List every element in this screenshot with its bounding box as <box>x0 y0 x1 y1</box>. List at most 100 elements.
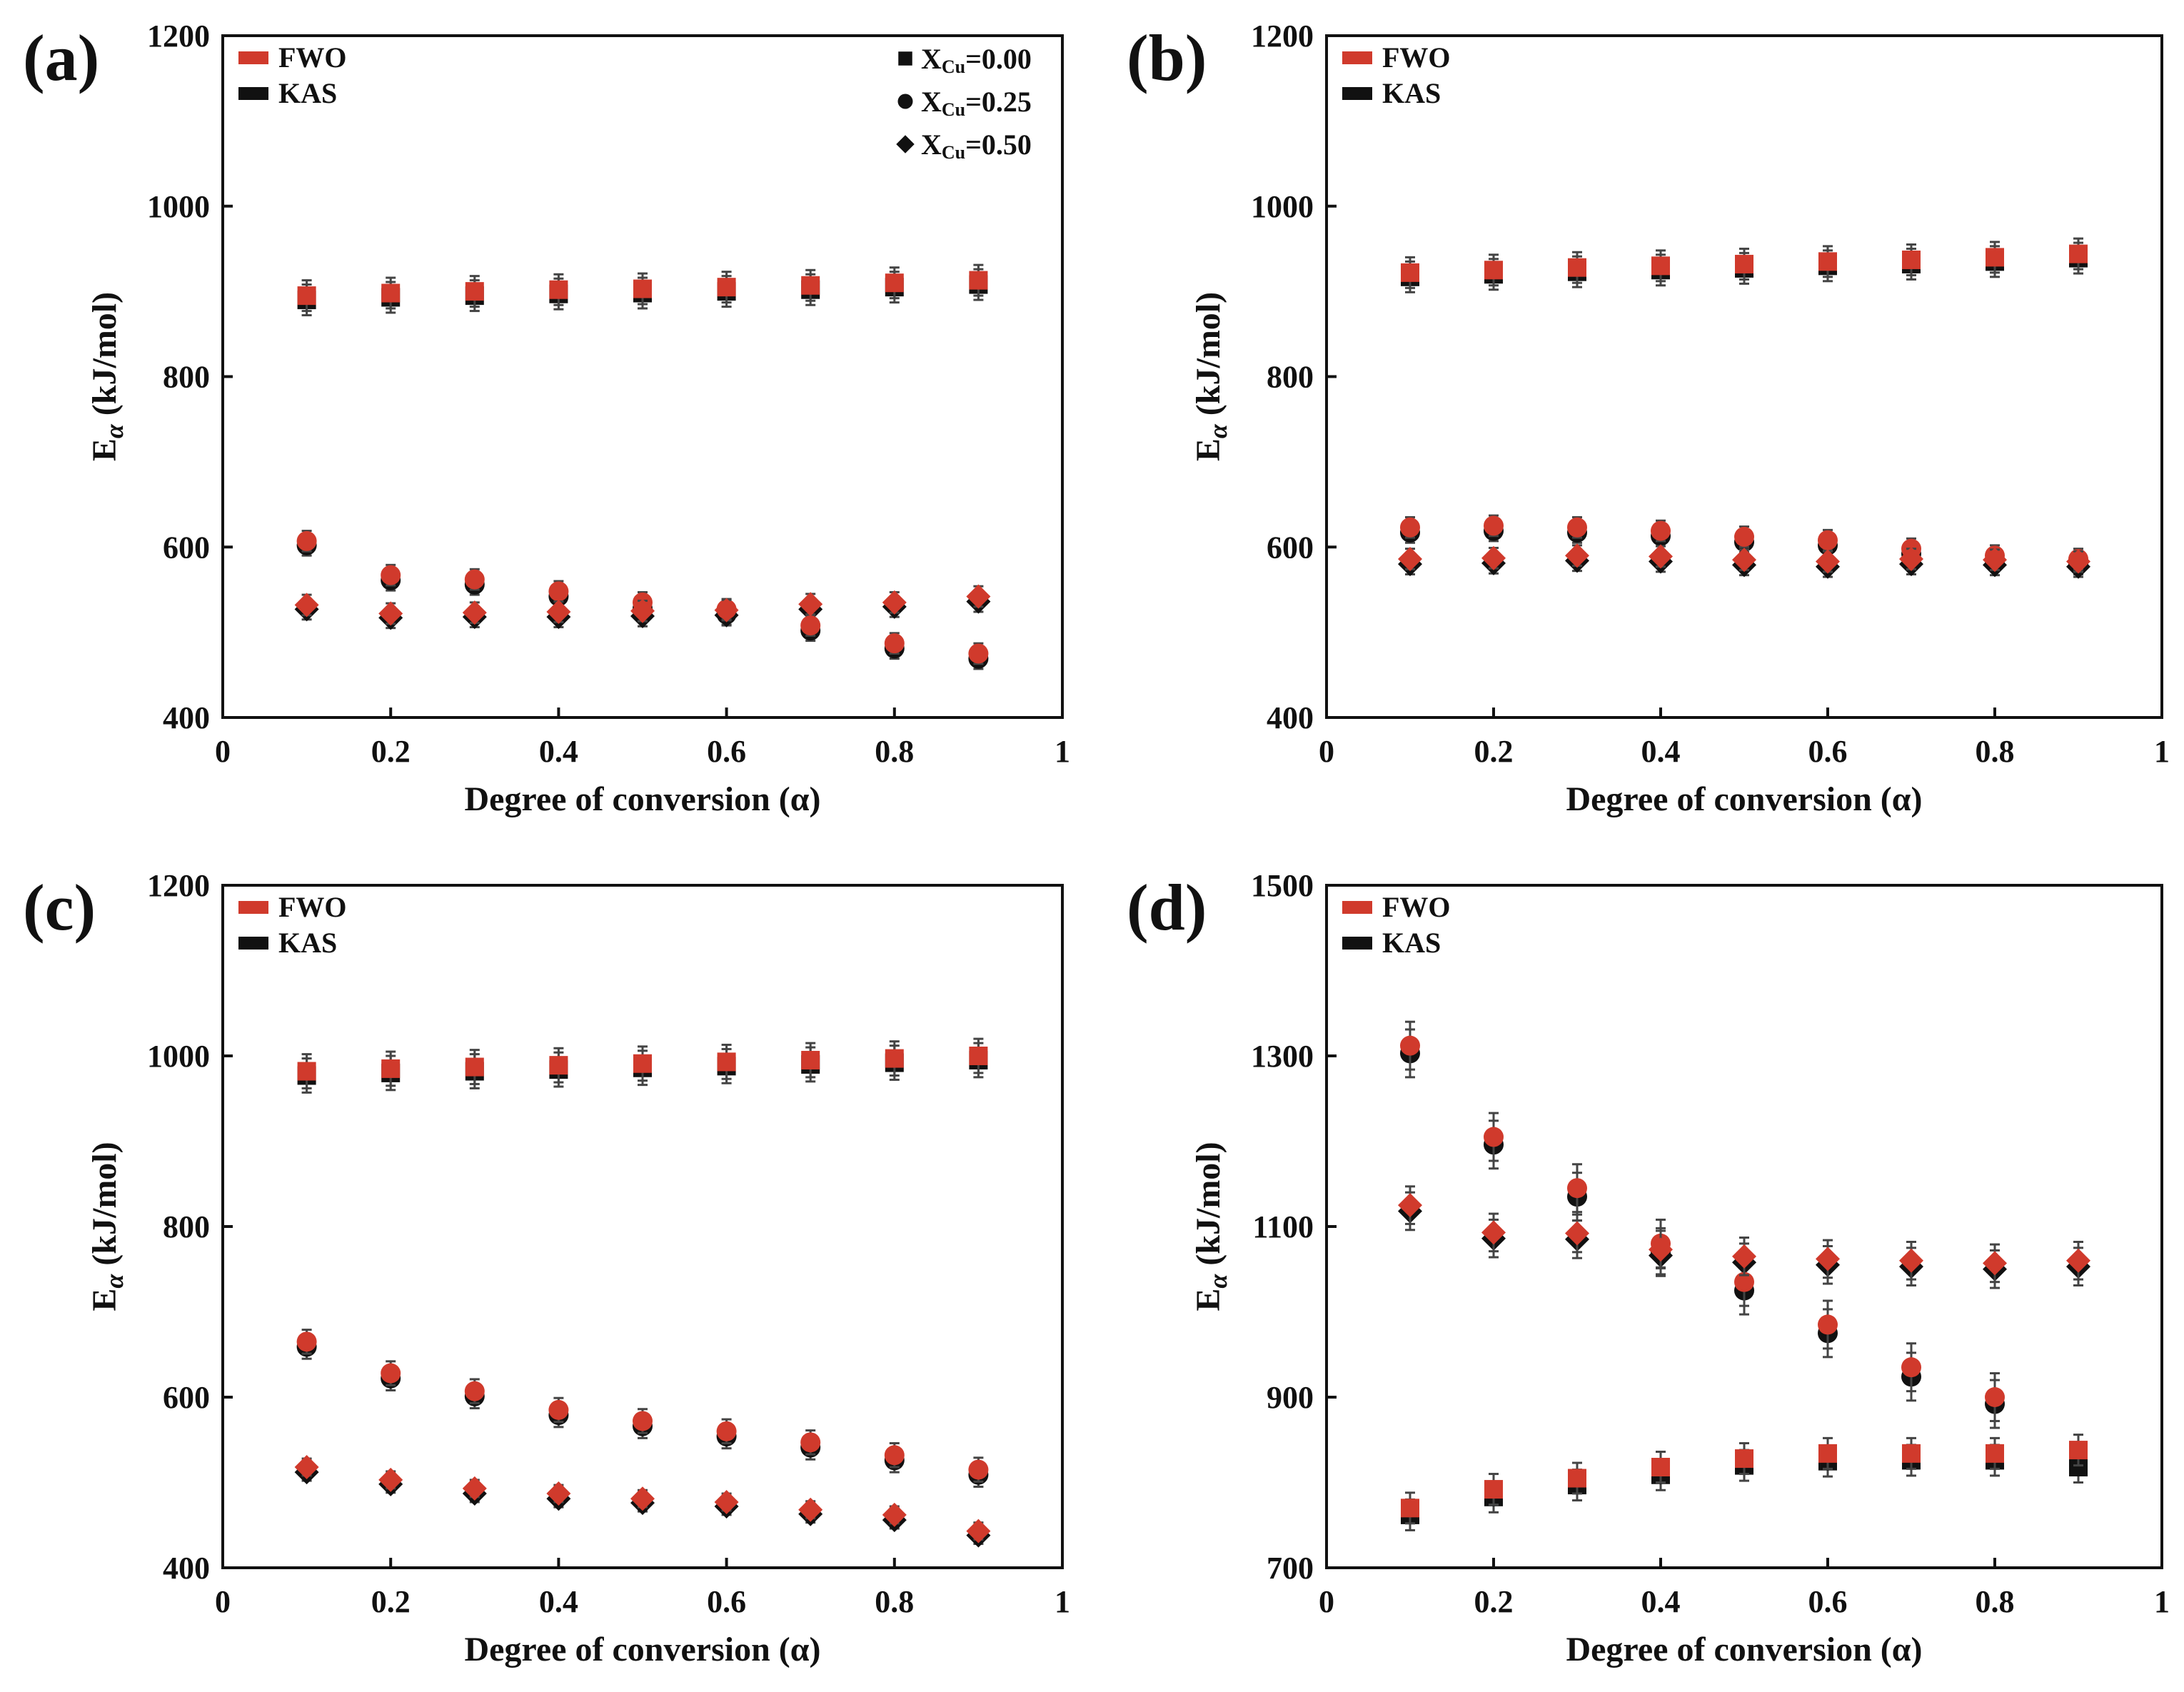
data-point-fwo-diamond <box>882 590 907 615</box>
data-point-fwo-square <box>801 1050 820 1069</box>
panel-3-x-tick-label: 0.8 <box>1976 1584 2015 1619</box>
panel-3-x-tick-label: 0 <box>1319 1584 1334 1619</box>
panel-3-y-tick-label: 1500 <box>1251 868 1314 903</box>
data-point-fwo-circle <box>884 633 905 654</box>
data-point-fwo-circle <box>1818 1314 1838 1335</box>
data-point-fwo-diamond <box>2066 549 2090 574</box>
data-point-fwo-square <box>1735 1449 1753 1469</box>
data-point-fwo-diamond <box>1481 545 1506 570</box>
data-point-fwo-diamond <box>1899 546 1923 571</box>
panel-1-y-tick-label: 600 <box>1267 530 1314 565</box>
panel-0-y-tick-label: 1200 <box>147 19 210 54</box>
data-point-fwo-square <box>1568 1469 1586 1488</box>
data-point-fwo-circle <box>464 1381 485 1401</box>
panel-0-y-tick-label: 600 <box>163 530 210 565</box>
data-point-fwo-square <box>885 273 904 293</box>
data-point-fwo-diamond <box>294 593 319 618</box>
panel-2-x-tick-label: 0.4 <box>539 1584 578 1619</box>
data-point-fwo-diamond <box>630 1486 655 1511</box>
panel-3-legend-swatch-kas <box>1342 937 1372 950</box>
data-point-fwo-circle <box>633 1411 653 1431</box>
data-point-fwo-square <box>297 286 316 306</box>
data-point-fwo-diamond <box>1398 1193 1422 1218</box>
data-point-fwo-diamond <box>378 1467 403 1492</box>
data-point-fwo-circle <box>381 1363 401 1384</box>
data-point-fwo-square <box>633 279 652 298</box>
data-point-fwo-circle <box>884 1445 905 1466</box>
data-point-fwo-square <box>1902 250 1921 269</box>
data-point-fwo-diamond <box>882 1502 907 1527</box>
data-point-fwo-diamond <box>1565 543 1589 568</box>
panel-0-series-fwo-diamond <box>294 584 991 626</box>
data-point-fwo-square <box>1902 1444 1921 1463</box>
panel-0-y-tick-label: 1000 <box>147 189 210 224</box>
data-point-fwo-diamond <box>1732 1244 1756 1269</box>
panel-2: 0 0.2 0.4 0.6 0.8 1 400 600 800 1000 1200 Degree of… <box>23 868 1070 1668</box>
data-point-fwo-circle <box>800 615 821 636</box>
data-point-fwo-circle <box>1567 1178 1587 1199</box>
data-point-fwo-circle <box>296 1331 317 1352</box>
panel-0-y-tick-label: 400 <box>163 700 210 735</box>
panel-0-legend-composition-0: XCu=0.00 <box>921 43 1032 77</box>
data-point-fwo-circle <box>1734 1271 1754 1292</box>
panel-3-x-tick-label: 0.4 <box>1641 1584 1681 1619</box>
data-point-fwo-circle <box>1818 530 1838 550</box>
data-point-fwo-diamond <box>1816 1247 1840 1271</box>
panel-1-y-tick-label: 1000 <box>1251 189 1314 224</box>
panel-1-legend-label-fwo: FWO <box>1382 41 1451 74</box>
panel-2-label: (c) <box>23 871 96 944</box>
panel-3-legend-label-kas: KAS <box>1382 927 1441 959</box>
panel-3-x-axis-title: Degree of conversion (α) <box>1566 1631 1922 1668</box>
data-point-fwo-square <box>465 282 484 301</box>
data-point-fwo-square <box>1986 248 2004 267</box>
data-point-fwo-circle <box>1484 515 1504 536</box>
panel-3-legend-swatch-fwo <box>1342 901 1372 914</box>
data-point-fwo-circle <box>1901 1357 1921 1378</box>
panel-1-series-fwo-square <box>1401 237 2088 289</box>
panel-0-x-tick-label: 1 <box>1055 734 1070 769</box>
panel-0-legend-swatch-kas <box>238 87 268 100</box>
data-point-fwo-square <box>885 1049 904 1068</box>
panel-2-x-tick-label: 0 <box>215 1584 231 1619</box>
data-point-fwo-diamond <box>798 1497 823 1522</box>
panel-0-x-axis-title: Degree of conversion (α) <box>464 780 820 818</box>
data-point-fwo-circle <box>548 1399 569 1420</box>
panel-3-y-tick-label: 900 <box>1267 1380 1314 1415</box>
panel-2-y-tick-label: 400 <box>163 1551 210 1586</box>
panel-0-legend-composition-1: XCu=0.25 <box>921 86 1032 120</box>
data-point-fwo-diamond <box>546 1481 571 1506</box>
panel-0-legend-marker-square <box>898 51 912 66</box>
data-point-fwo-circle <box>1567 517 1587 538</box>
panel-3-series-fwo-square <box>1401 1434 2088 1525</box>
data-point-fwo-circle <box>800 1432 821 1453</box>
data-point-fwo-circle <box>1400 517 1420 538</box>
data-point-fwo-diamond <box>1816 549 1840 574</box>
panel-0-x-tick-label: 0 <box>215 734 231 769</box>
data-point-fwo-square <box>1568 258 1586 277</box>
panel-2-x-tick-label: 1 <box>1055 1584 1070 1619</box>
panel-1-x-tick-label: 0.6 <box>1808 734 1848 769</box>
data-point-fwo-diamond <box>462 600 487 625</box>
panel-3-x-tick-label: 1 <box>2154 1584 2170 1619</box>
data-point-fwo-diamond <box>462 1476 487 1501</box>
panel-2-y-tick-label: 1000 <box>147 1039 210 1074</box>
panel-2-y-tick-label: 600 <box>163 1380 210 1415</box>
data-point-fwo-square <box>549 280 568 299</box>
panel-1-legend-swatch-kas <box>1342 87 1372 100</box>
data-point-fwo-diamond <box>294 1454 319 1479</box>
panel-0-x-tick-label: 0.4 <box>539 734 578 769</box>
panel-1-x-tick-label: 0.2 <box>1474 734 1514 769</box>
panel-3-legend-label-fwo: FWO <box>1382 891 1451 923</box>
panel-1-y-axis-title: Eα (kJ/mol) <box>1189 292 1232 461</box>
panel-0-legend-label-fwo: FWO <box>278 41 347 74</box>
panel-1-x-tick-label: 0.4 <box>1641 734 1681 769</box>
data-point-fwo-diamond <box>1899 1248 1923 1273</box>
data-point-fwo-square <box>969 1047 988 1065</box>
data-point-fwo-square <box>1818 252 1837 271</box>
panel-1-y-tick-label: 1200 <box>1251 19 1314 54</box>
data-point-fwo-circle <box>1734 526 1754 547</box>
panel-0-legend-swatch-fwo <box>238 51 268 64</box>
panel-2-y-axis-title: Eα (kJ/mol) <box>86 1142 129 1311</box>
data-point-fwo-square <box>1651 1457 1670 1476</box>
panel-0-legend-composition-2: XCu=0.50 <box>921 129 1032 163</box>
